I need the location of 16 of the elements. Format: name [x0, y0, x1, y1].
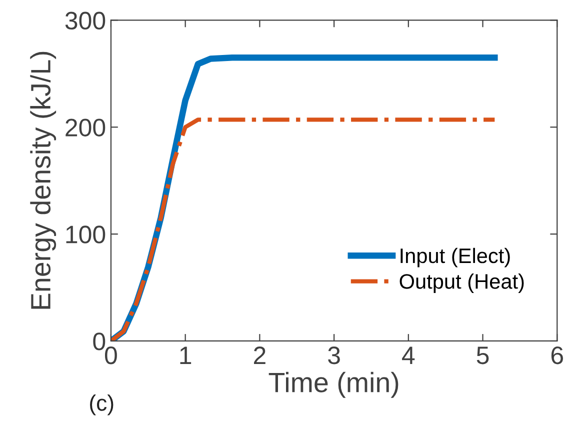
x-tick-label: 0 [104, 346, 117, 364]
y-tick-label: 300 [65, 12, 106, 30]
legend-label: Input (Elect) [400, 248, 510, 268]
y-axis-title: Energy density (kJ/L) [30, 52, 56, 309]
x-tick-label: 2 [254, 346, 266, 364]
legend-label: Output (Heat) [400, 274, 524, 293]
x-tick-label: 1 [180, 346, 192, 364]
x-tick-label: 3 [328, 346, 340, 364]
y-tick-label: 100 [66, 226, 106, 244]
y-tick-label: 0 [93, 332, 106, 350]
x-tick-label: 5 [476, 346, 489, 364]
x-axis-title: Time (min) [268, 372, 398, 398]
x-tick-label: 6 [551, 346, 563, 364]
text: (c) [90, 394, 114, 416]
x-tick-label: 4 [402, 346, 415, 364]
y-tick-label: 200 [66, 118, 106, 136]
